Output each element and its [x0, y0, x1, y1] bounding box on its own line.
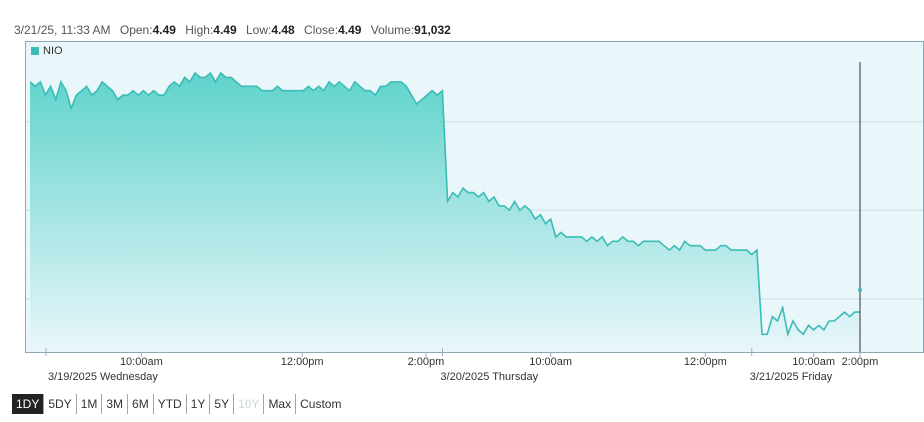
chart-legend: NIO [31, 45, 63, 57]
x-tick-label: 12:00pm [281, 356, 324, 368]
volume-label: Volume: [370, 23, 415, 37]
low-value: 4.48 [271, 23, 295, 37]
crosshair-point [858, 288, 862, 292]
high-value: 4.49 [213, 23, 237, 37]
quote-datetime: 3/21/25, 11:33 AM [14, 23, 111, 37]
volume-value: 91,032 [414, 23, 451, 37]
range-button-1m[interactable]: 1M [77, 394, 103, 414]
low-label: Low: [245, 23, 272, 37]
range-button-custom[interactable]: Custom [300, 397, 342, 411]
session-date-label: 3/19/2025 Wednesday [48, 371, 158, 383]
legend-label: NIO [43, 45, 63, 57]
price-chart[interactable]: 10:00am 12:00pm 2:00pm 10:00am 12:00pm 2:00pm… [0, 0, 924, 390]
x-tick-label: 2:00pm [842, 356, 879, 368]
range-button-1dy[interactable]: 1DY [12, 394, 45, 414]
range-selector: 1DY 5DY 1M 3M 6M YTD 1Y 5Y 10Y Max Custom [12, 394, 345, 414]
range-button-6m[interactable]: 6M [128, 394, 154, 414]
x-tick-label: 12:00pm [684, 356, 727, 368]
range-button-1y[interactable]: 1Y [187, 394, 211, 414]
range-button-3m[interactable]: 3M [102, 394, 129, 414]
x-tick-label: 10:00am [792, 356, 835, 368]
range-button-5dy[interactable]: 5DY [44, 394, 77, 414]
quote-summary: 3/21/25, 11:33 AM Open:4.49 High:4.49 Lo… [14, 23, 451, 37]
x-tick-label: 10:00am [529, 356, 572, 368]
x-tick-label: 10:00am [120, 356, 163, 368]
session-date-label: 3/20/2025 Thursday [440, 371, 538, 383]
range-button-max[interactable]: Max [264, 394, 297, 414]
close-label: Close: [304, 23, 339, 37]
range-button-ytd[interactable]: YTD [154, 394, 187, 414]
range-button-10y: 10Y [234, 394, 265, 414]
open-label: Open: [119, 23, 153, 37]
price-line [29, 71, 860, 338]
open-value: 4.49 [152, 23, 176, 37]
legend-swatch [31, 47, 39, 55]
price-area [30, 73, 860, 352]
session-date-label: 3/21/2025 Friday [750, 371, 833, 383]
close-value: 4.49 [338, 23, 362, 37]
x-tick-label: 2:00pm [408, 356, 445, 368]
high-label: High: [185, 23, 214, 37]
range-button-5y[interactable]: 5Y [210, 394, 235, 414]
